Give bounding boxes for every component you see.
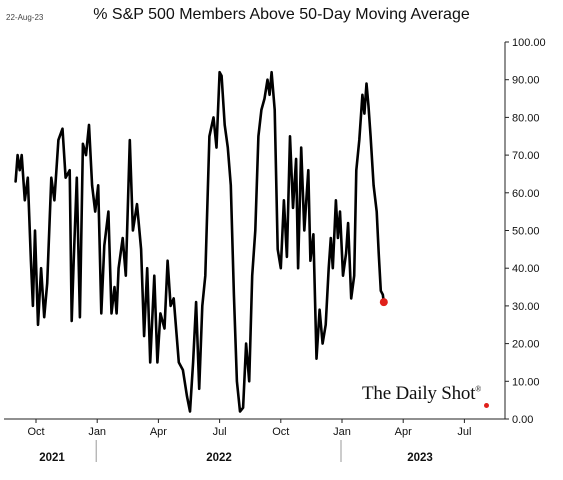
- y-tick-label: 10.00: [512, 376, 540, 388]
- y-tick-label: 30.00: [512, 301, 540, 313]
- watermark-text: The Daily Shot: [362, 383, 476, 404]
- x-tick-label: Oct: [272, 426, 289, 438]
- daily-shot-watermark: The Daily Shot®: [362, 383, 481, 405]
- year-label: 2021: [39, 452, 65, 464]
- year-label: 2022: [206, 452, 232, 464]
- x-tick-label: Jan: [88, 426, 106, 438]
- x-tick-label: Oct: [27, 426, 44, 438]
- last-value-marker: [379, 298, 388, 307]
- x-tick-label: Apr: [395, 426, 412, 438]
- series-line: [14, 70, 386, 413]
- watermark-registered-mark: ®: [475, 384, 482, 394]
- series-layer: [14, 70, 388, 413]
- y-tick-label: 50.00: [512, 226, 540, 238]
- date-stamp: 22-Aug-23: [6, 13, 44, 22]
- y-tick-label: 40.00: [512, 263, 540, 275]
- x-tick-label: Apr: [150, 426, 167, 438]
- y-axis: 0.00 10.00 20.00 30.00 40.00 50.00 60.00 70.00 8…: [505, 37, 546, 426]
- year-label: 2023: [407, 452, 433, 464]
- x-tick-label: Jul: [457, 426, 471, 438]
- x-tick-label: Jan: [333, 426, 351, 438]
- y-tick-label: 80.00: [512, 112, 540, 124]
- y-tick-label: 90.00: [512, 75, 540, 87]
- y-tick-label: 100.00: [512, 37, 546, 49]
- y-tick-label: 0.00: [512, 414, 533, 426]
- watermark-dot: [484, 403, 489, 408]
- y-tick-label: 20.00: [512, 339, 540, 351]
- chart-title: % S&P 500 Members Above 50-Day Moving Av…: [93, 6, 470, 23]
- x-tick-label: Jul: [213, 426, 227, 438]
- x-axis: Oct Jan Apr Jul Oct Jan Apr Jul 2021 2022 2023: [27, 419, 471, 464]
- y-tick-label: 60.00: [512, 188, 540, 200]
- y-tick-label: 70.00: [512, 150, 540, 162]
